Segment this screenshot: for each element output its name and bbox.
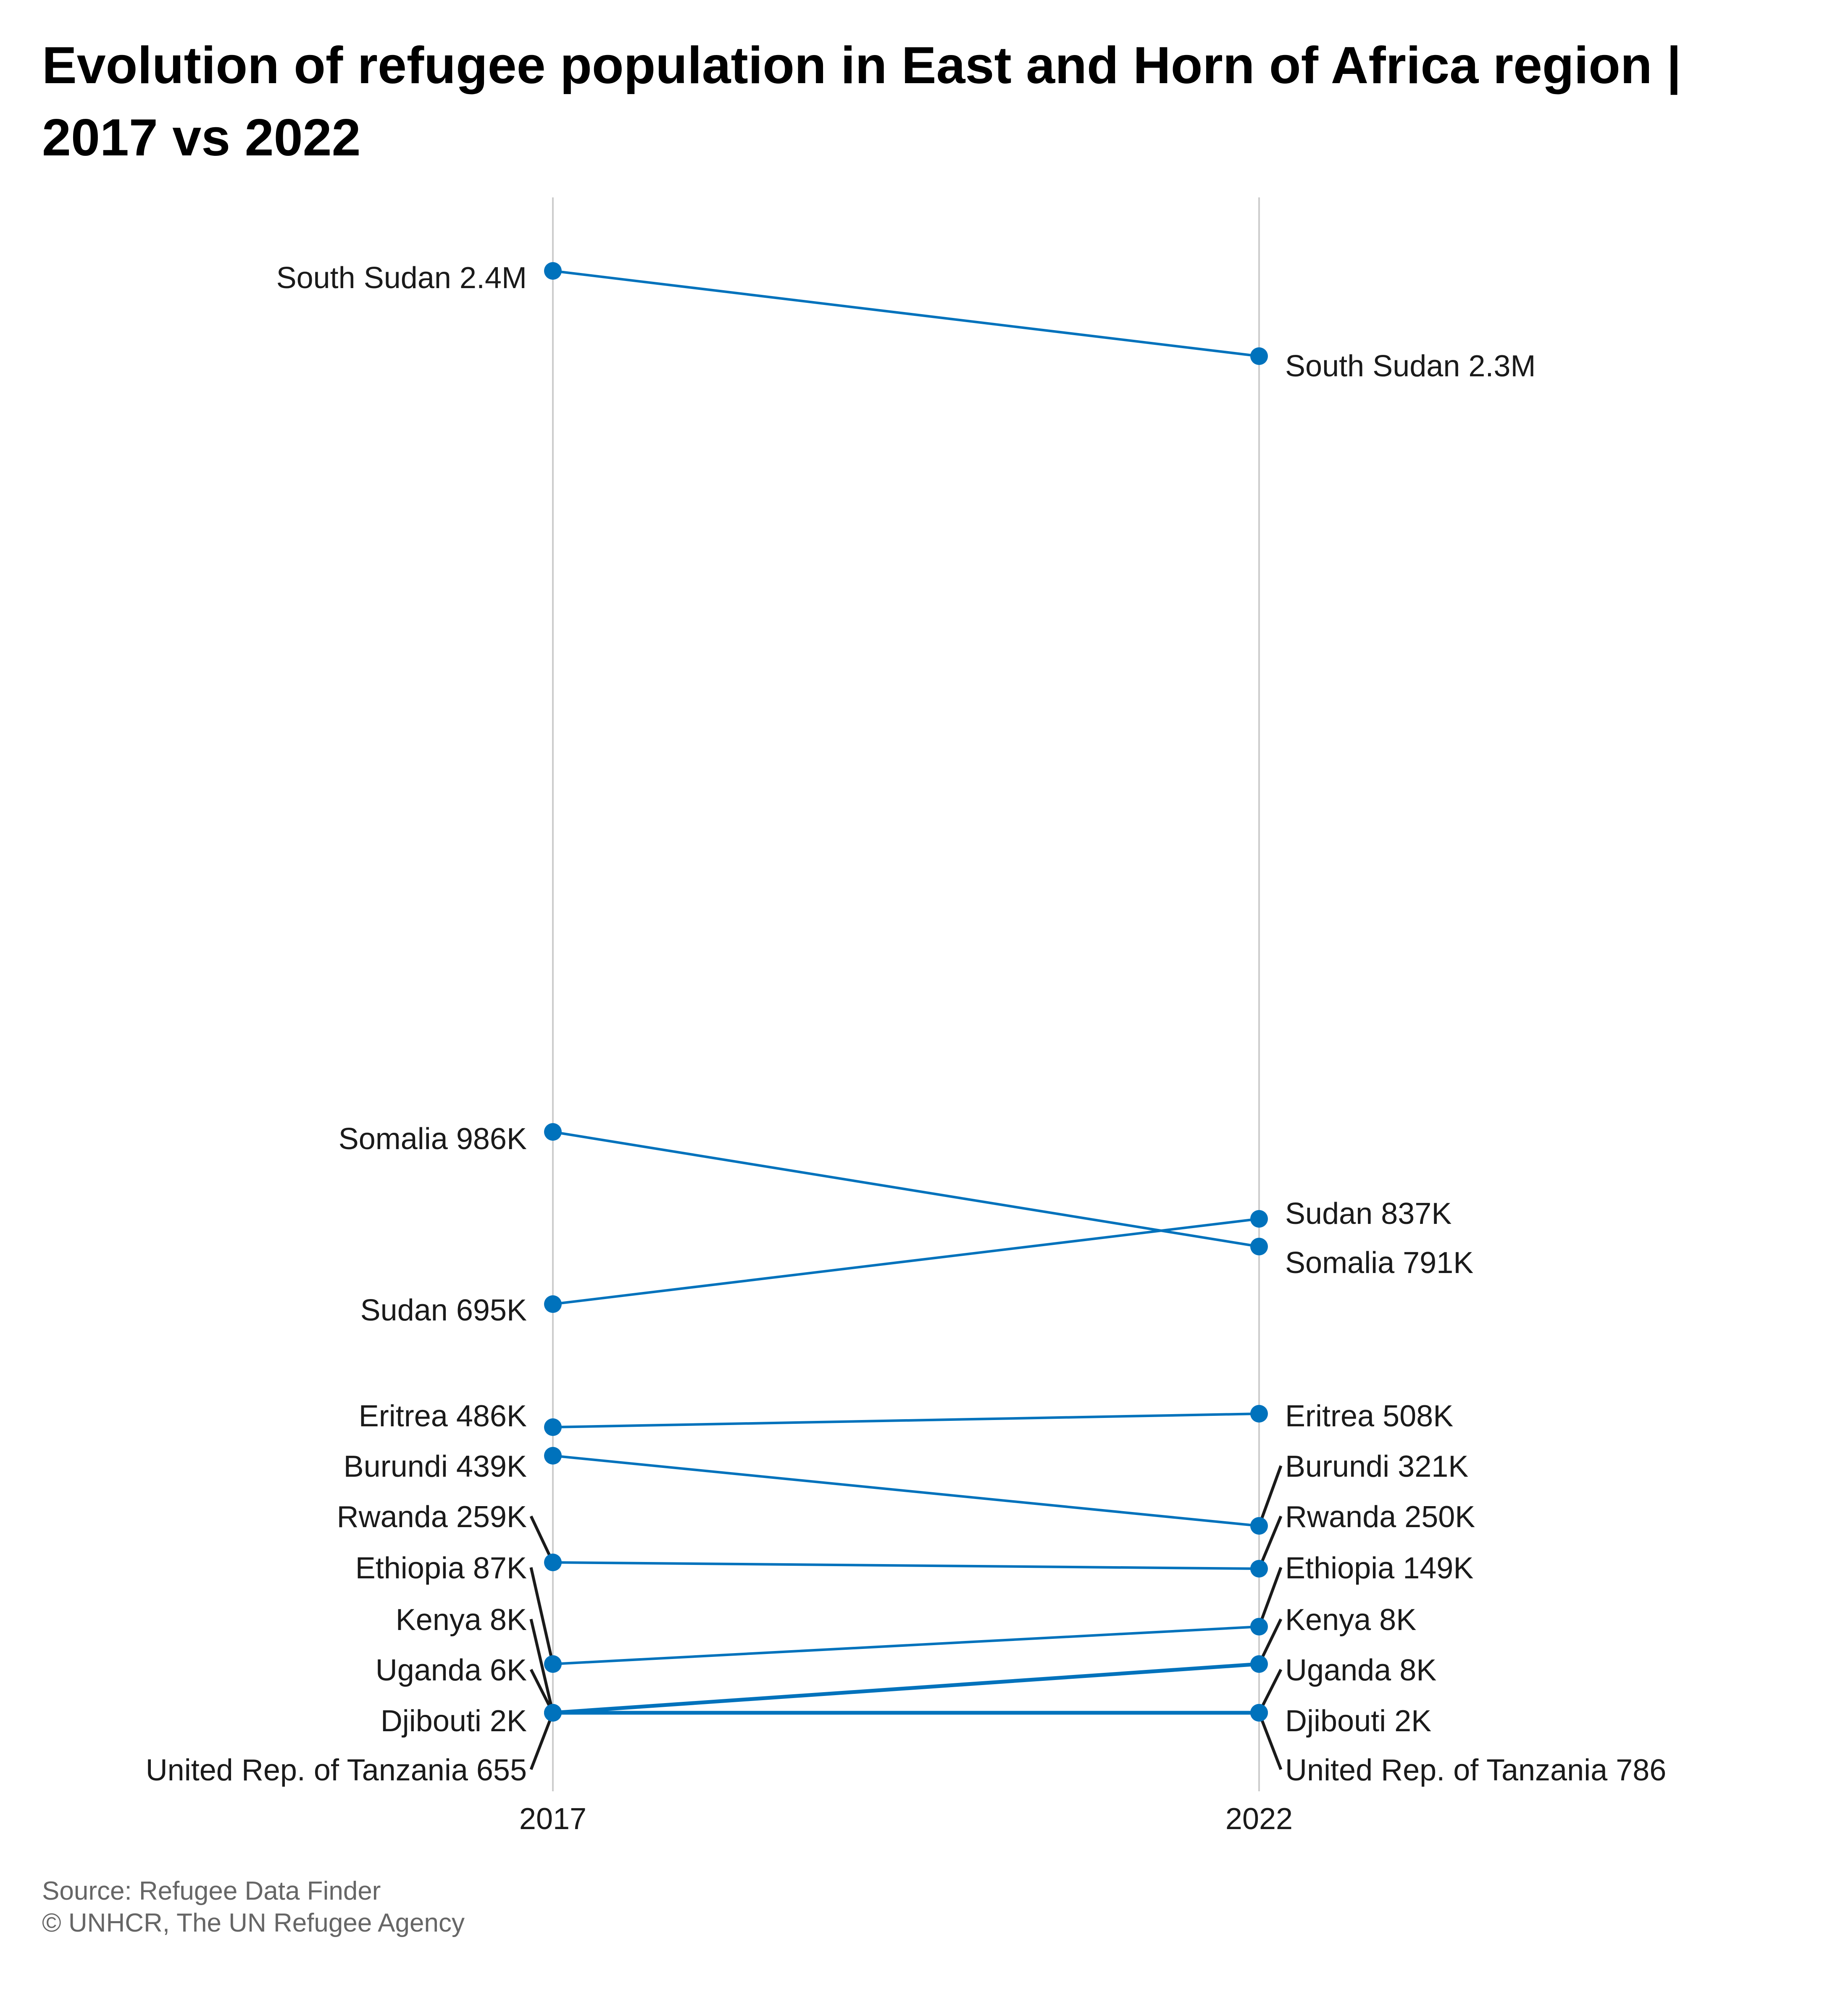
- data-label: Eritrea 486K: [359, 1399, 527, 1433]
- data-point: [544, 1418, 562, 1436]
- leader-line: [529, 1619, 555, 1713]
- leader-line: [1257, 1515, 1283, 1570]
- data-labels: South Sudan 2.4M South Sudan 2.3M Somalia …: [146, 261, 1667, 1787]
- x-tick-label: 2022: [1225, 1802, 1293, 1836]
- data-point: [1250, 1704, 1268, 1722]
- data-point: [1250, 1238, 1268, 1255]
- series-line-south-sudan: [552, 270, 1260, 357]
- data-point: [1250, 347, 1268, 365]
- data-point: [544, 1447, 562, 1465]
- leader-line: [1257, 1567, 1283, 1628]
- data-point: [544, 1704, 562, 1722]
- data-label: Somalia 791K: [1285, 1246, 1473, 1280]
- data-label: Ethiopia 149K: [1285, 1551, 1473, 1585]
- data-label: Eritrea 508K: [1285, 1399, 1453, 1433]
- series-line-kenya: [552, 1662, 1260, 1715]
- axes: 2017 2022: [519, 197, 1293, 1836]
- copyright-line: © UNHCR, The UN Refugee Agency: [42, 1908, 465, 1937]
- series-line-somalia: [552, 1131, 1260, 1248]
- data-point: [544, 1295, 562, 1313]
- data-point: [544, 1655, 562, 1673]
- data-label: Uganda 8K: [1285, 1654, 1436, 1687]
- leader-line: [529, 1567, 555, 1664]
- data-point: [1250, 1517, 1268, 1535]
- leader-line: [1257, 1712, 1283, 1770]
- data-label: United Rep. of Tanzania 655: [146, 1754, 527, 1787]
- data-label: Sudan 837K: [1285, 1197, 1451, 1231]
- data-label: South Sudan 2.4M: [276, 261, 527, 295]
- data-point: [1250, 1560, 1268, 1578]
- data-label: Ethiopia 87K: [355, 1551, 527, 1585]
- source-line: Source: Refugee Data Finder: [42, 1877, 381, 1906]
- slope-chart: 2017 2022 South Sudan 2.4M South Sudan 2.3…: [146, 197, 1667, 1836]
- data-point: [1250, 1655, 1268, 1673]
- data-label: Somalia 986K: [339, 1122, 527, 1156]
- data-label: United Rep. of Tanzania 786: [1285, 1754, 1666, 1787]
- data-label: Burundi 439K: [344, 1450, 527, 1483]
- chart-title: Evolution of refugee population in East …: [42, 37, 1681, 167]
- data-point: [544, 262, 562, 280]
- series-line-ethiopia: [552, 1625, 1260, 1665]
- data-point: [1250, 1618, 1268, 1635]
- data-label: Kenya 8K: [396, 1603, 527, 1637]
- data-point: [1250, 1405, 1268, 1423]
- series-line-eritrea: [552, 1412, 1260, 1428]
- leader-lines: [529, 1465, 1283, 1770]
- series-line-rwanda: [552, 1561, 1260, 1570]
- leader-line: [1257, 1465, 1283, 1527]
- data-label: South Sudan 2.3M: [1285, 349, 1536, 383]
- series-line-sudan: [552, 1218, 1260, 1305]
- data-label: Uganda 6K: [376, 1654, 527, 1687]
- data-label: Djibouti 2K: [381, 1704, 527, 1738]
- data-label: Burundi 321K: [1285, 1450, 1468, 1483]
- data-label: Sudan 695K: [360, 1294, 527, 1327]
- series-line-burundi: [552, 1454, 1260, 1527]
- leader-line: [529, 1712, 555, 1770]
- data-label: Rwanda 250K: [1285, 1500, 1475, 1534]
- data-label: Rwanda 259K: [337, 1500, 527, 1534]
- data-label: Kenya 8K: [1285, 1603, 1416, 1637]
- source-note: Source: Refugee Data Finder © UNHCR, The…: [42, 1875, 465, 1939]
- x-tick-label: 2017: [519, 1802, 586, 1836]
- data-point: [544, 1123, 562, 1141]
- data-point: [1250, 1210, 1268, 1228]
- data-point: [544, 1554, 562, 1571]
- data-label: Djibouti 2K: [1285, 1704, 1431, 1738]
- data-points: [544, 262, 1268, 1722]
- series-lines: [552, 270, 1260, 1715]
